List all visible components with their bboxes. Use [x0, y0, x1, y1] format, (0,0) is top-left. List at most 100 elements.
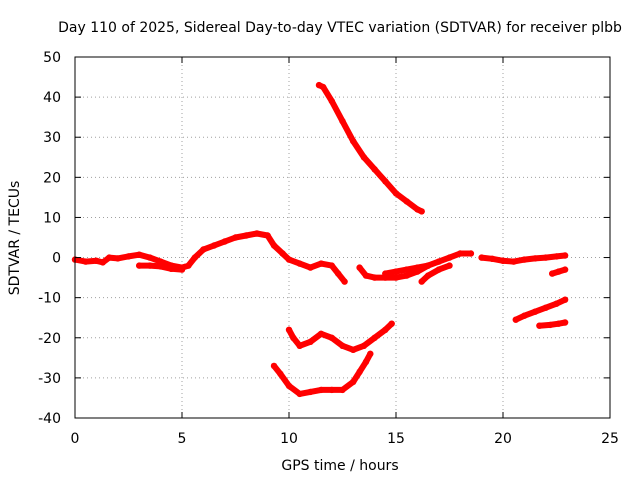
data-point — [339, 118, 346, 125]
data-point — [424, 262, 432, 269]
data-point — [356, 264, 363, 271]
data-point — [356, 368, 363, 376]
series-line-arc-5 — [418, 262, 453, 285]
data-point — [146, 254, 154, 261]
data-point — [542, 304, 549, 311]
data-point — [418, 278, 425, 285]
data-point — [191, 254, 198, 261]
data-point — [296, 260, 303, 267]
axis-ticks: 0 5 10 15 20 25 -40 -30 -20 -10 0 10 20 30 40 50 — [38, 50, 619, 447]
data-point — [392, 274, 400, 281]
data-point — [388, 320, 395, 327]
data-point — [382, 270, 389, 277]
y-tick-label: 40 — [43, 90, 61, 106]
data-point — [157, 258, 164, 265]
data-point — [555, 268, 562, 275]
data-point — [371, 334, 378, 341]
data-point — [136, 251, 143, 258]
data-point — [157, 263, 164, 270]
data-point — [221, 238, 228, 245]
data-point — [553, 253, 560, 260]
x-axis-label: GPS time / hours — [281, 458, 398, 474]
data-point — [555, 320, 562, 327]
data-point — [200, 246, 207, 253]
data-point — [521, 312, 528, 319]
x-tick-label: 25 — [601, 431, 619, 447]
data-point — [435, 258, 442, 265]
data-point — [328, 262, 335, 269]
x-tick-label: 10 — [280, 431, 298, 447]
data-point — [114, 255, 122, 262]
data-point — [168, 265, 175, 272]
plot-frame — [74, 56, 611, 419]
data-point — [285, 256, 293, 263]
data-point — [457, 250, 464, 257]
y-tick-label: -30 — [38, 371, 61, 387]
data-point — [561, 296, 569, 303]
data-point — [521, 256, 528, 263]
x-tick-label: 15 — [387, 431, 405, 447]
data-point — [125, 253, 132, 260]
x-tick-label: 5 — [178, 431, 187, 447]
data-point — [546, 321, 554, 329]
data-point — [307, 338, 314, 345]
data-point — [367, 350, 374, 357]
data-point — [320, 83, 327, 91]
data-point — [82, 258, 89, 265]
data-point — [270, 242, 278, 249]
data-point — [270, 362, 278, 370]
data-point — [146, 262, 154, 269]
data-point — [285, 382, 293, 390]
data-point — [382, 178, 389, 185]
data-point — [371, 166, 378, 173]
data-point — [478, 254, 485, 261]
data-point — [553, 300, 560, 307]
data-point — [512, 316, 519, 323]
data-point — [93, 257, 100, 264]
data-point — [328, 97, 335, 105]
y-tick-label: -40 — [38, 411, 61, 427]
data-point — [264, 232, 271, 239]
data-point — [296, 390, 303, 398]
x-tick-label: 0 — [71, 431, 80, 447]
y-tick-label: -20 — [38, 331, 61, 347]
data-point — [561, 252, 569, 259]
data-point — [371, 274, 378, 281]
y-tick-label: 20 — [43, 170, 61, 186]
data-point — [414, 264, 421, 271]
data-point — [339, 342, 346, 349]
data-point — [360, 342, 368, 349]
data-point — [549, 270, 556, 277]
data-point — [307, 264, 314, 271]
data-point — [106, 254, 113, 261]
data-point — [285, 326, 293, 333]
series-line-arc-11 — [536, 319, 569, 329]
data-point — [536, 322, 543, 329]
data-point — [317, 386, 325, 394]
data-point — [136, 262, 143, 269]
data-point — [232, 234, 239, 241]
data-point — [277, 370, 284, 378]
data-point — [424, 272, 432, 279]
data-point — [350, 138, 357, 145]
data-point — [467, 250, 475, 257]
data-point — [296, 342, 303, 349]
data-point — [542, 254, 549, 261]
data-point — [178, 266, 186, 273]
data-series-group — [71, 81, 569, 398]
data-point — [362, 358, 370, 365]
data-point — [328, 386, 335, 394]
data-point — [446, 262, 453, 269]
data-point — [362, 272, 370, 279]
data-point — [531, 255, 539, 262]
data-point — [392, 268, 400, 275]
data-point — [531, 308, 539, 315]
data-point — [328, 334, 335, 341]
data-point — [360, 154, 368, 161]
data-point — [339, 386, 346, 394]
data-point — [382, 326, 389, 333]
data-point — [317, 260, 325, 267]
data-point — [403, 198, 410, 205]
data-point — [243, 232, 250, 239]
